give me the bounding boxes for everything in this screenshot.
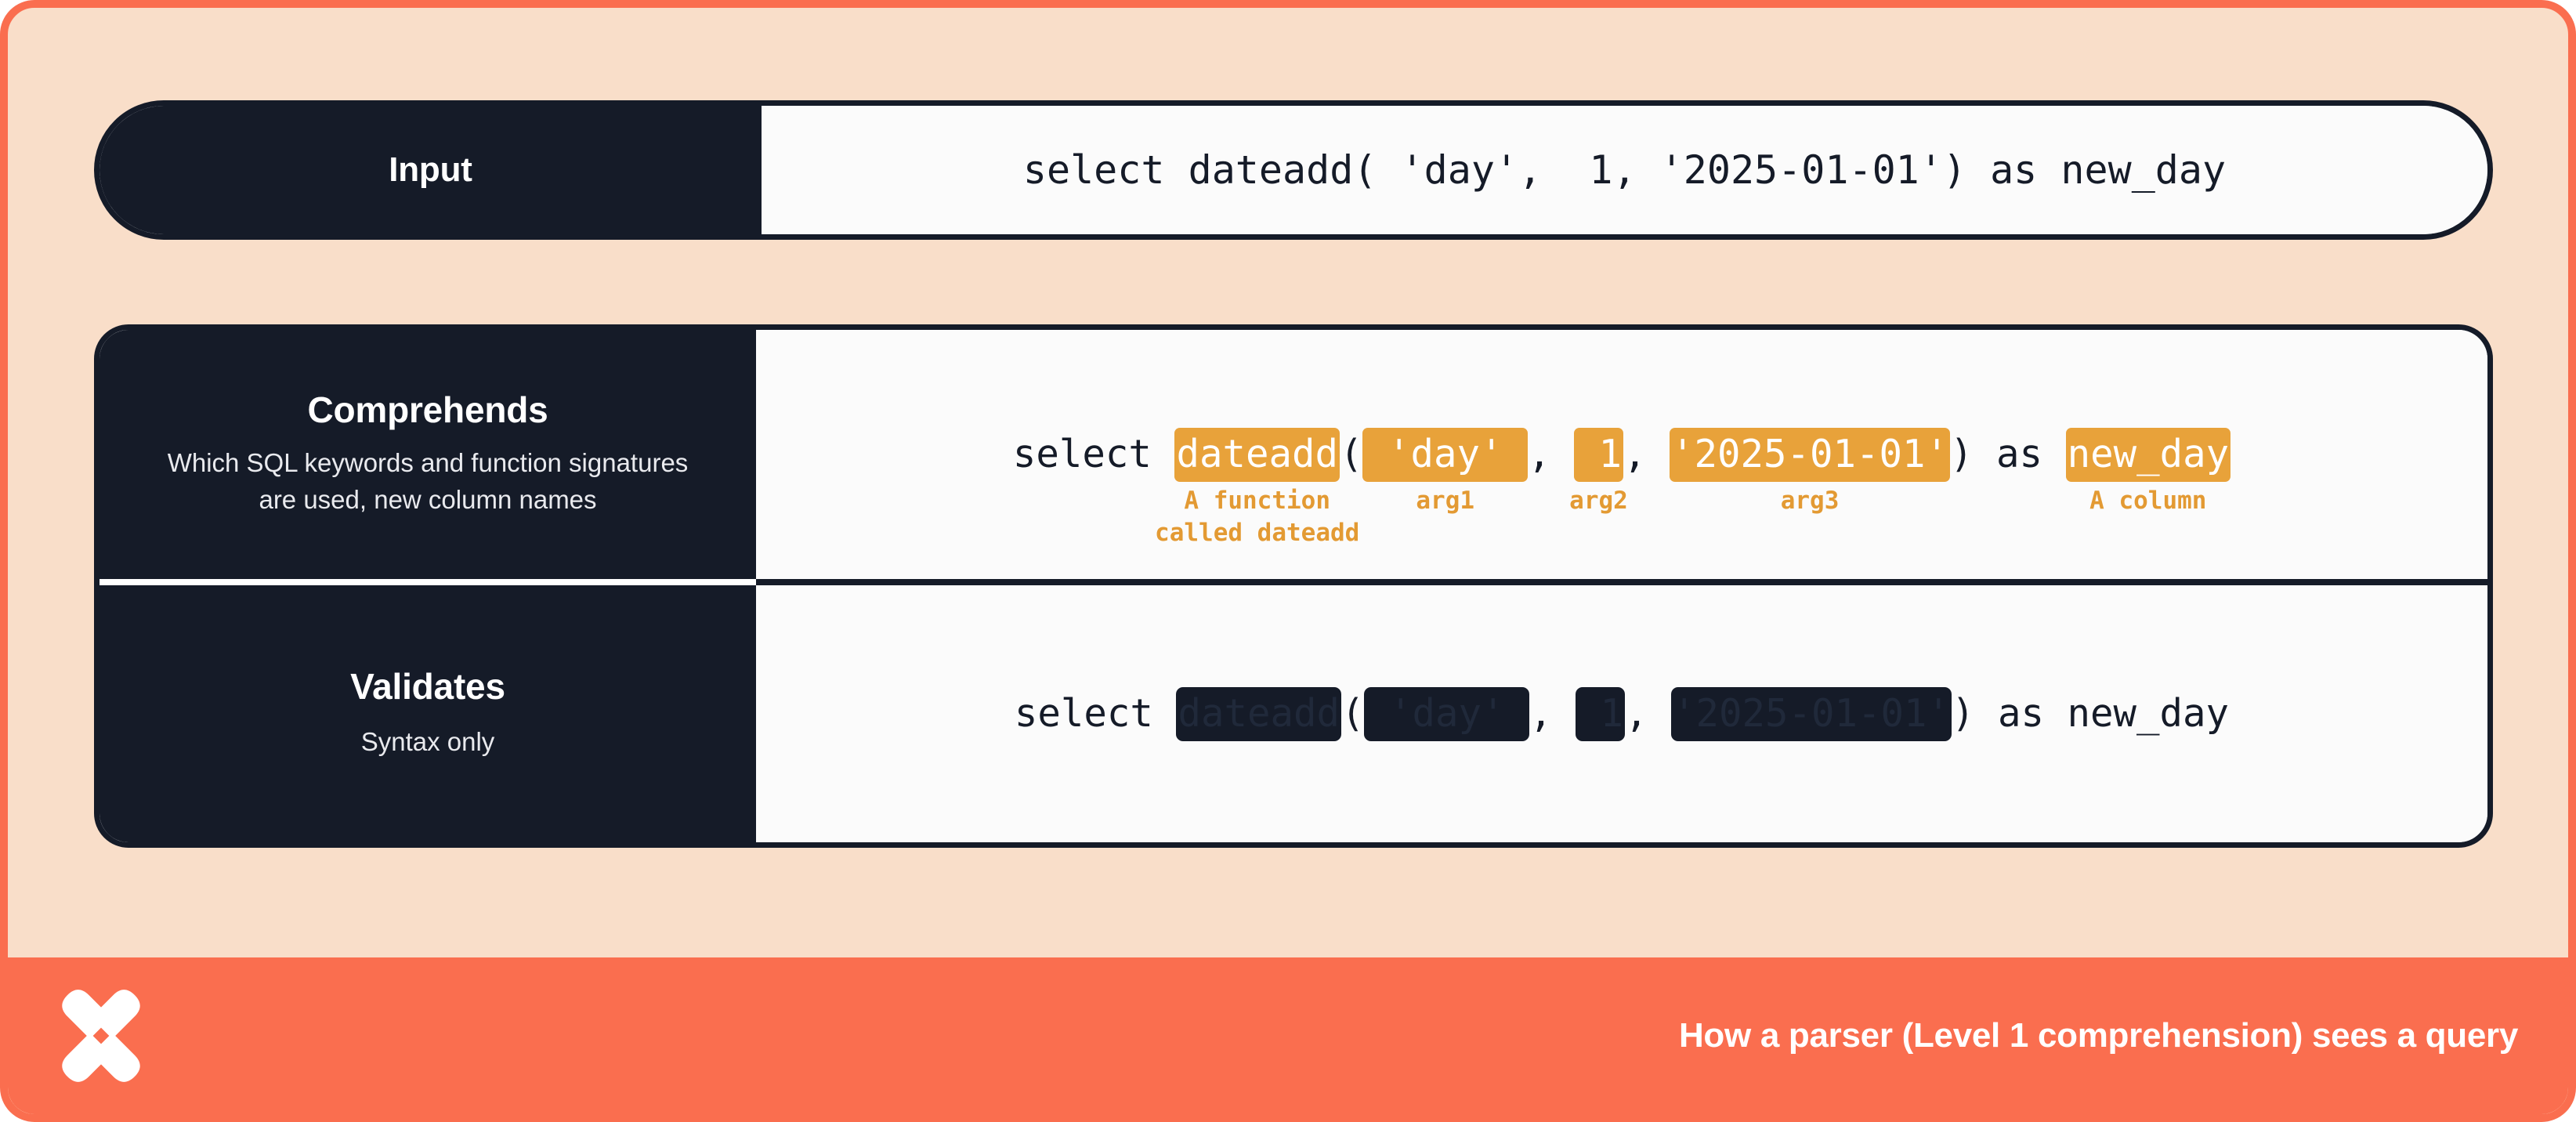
comprehends-label-cell: Comprehends Which SQL keywords and funct… [99, 330, 756, 580]
comprehends-title: Comprehends [307, 389, 548, 430]
highlighted-token: '2025-01-01' [1670, 427, 1951, 482]
comprehends-row: Comprehends Which SQL keywords and funct… [99, 330, 2487, 580]
code-token: , [1625, 690, 1672, 736]
code-token: ) as [1950, 431, 2066, 476]
validates-subtitle: Syntax only [360, 726, 495, 756]
highlighted-token: new_day [2065, 427, 2231, 482]
content-area: Input select dateadd( 'day', 1, '2025-01… [8, 8, 2568, 965]
validates-row: Validates Syntax only select dateadd( 'd… [99, 585, 2487, 842]
redacted-token: 'day' [1364, 686, 1529, 741]
validates-code-cell: select dateadd( 'day' , 1, '2025-01-01')… [756, 585, 2487, 842]
redacted-token: 1 [1576, 686, 1626, 741]
row-divider [99, 579, 2487, 586]
comprehends-subtitle: Which SQL keywords and function signatur… [167, 448, 689, 515]
redacted-token: '2025-01-01' [1671, 686, 1952, 741]
input-title: Input [389, 150, 472, 189]
comprehends-code-line: select dateadd( 'day' , 1, '2025-01-01')… [1012, 427, 2231, 482]
row-divider-left [99, 579, 756, 586]
input-label-cell: Input [99, 106, 762, 234]
code-token: select [1012, 431, 1175, 476]
row-divider-right [756, 579, 2487, 586]
footer-caption: How a parser (Level 1 comprehension) see… [1678, 1016, 2518, 1055]
comprehends-code-cell: select dateadd( 'day' , 1, '2025-01-01')… [756, 330, 2487, 580]
validates-title: Validates [350, 666, 505, 708]
input-code-cell: select dateadd( 'day', 1, '2025-01-01') … [762, 106, 2487, 234]
footer-bar: How a parser (Level 1 comprehension) see… [8, 957, 2568, 1114]
code-token: ) as new_day [1952, 690, 2230, 736]
highlighted-token: 'day' [1362, 427, 1528, 482]
input-code-line: select dateadd( 'day', 1, '2025-01-01') … [1022, 147, 2227, 193]
highlighted-token: 1 [1574, 427, 1624, 482]
parser-behavior-card: Comprehends Which SQL keywords and funct… [94, 324, 2493, 848]
validates-code-line: select dateadd( 'day' , 1, '2025-01-01')… [1014, 686, 2230, 741]
redacted-token: dateadd [1176, 686, 1341, 741]
input-card: Input select dateadd( 'day', 1, '2025-01… [94, 100, 2493, 240]
code-token: , [1623, 431, 1670, 476]
code-token: , [1527, 431, 1574, 476]
code-token: select [1014, 690, 1177, 736]
highlighted-token: dateadd [1174, 427, 1340, 482]
x-star-logo-icon [62, 990, 140, 1082]
code-token: ( [1339, 431, 1363, 476]
validates-label-cell: Validates Syntax only [99, 585, 756, 842]
code-token: ( [1340, 690, 1365, 736]
code-token: , [1529, 690, 1576, 736]
